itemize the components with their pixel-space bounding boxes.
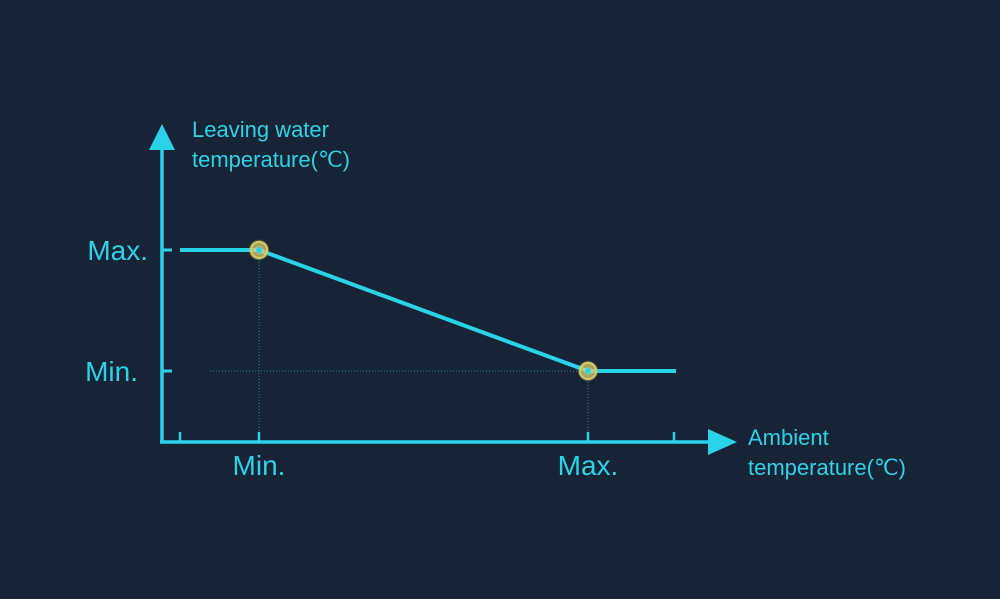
series-line [180,248,676,373]
data-point-min-max [248,239,270,261]
x-axis-title-line1: Ambient [748,425,829,450]
x-axis-title-line2: temperature(℃) [748,455,906,480]
y-tick-label-min: Min. [85,356,138,387]
x-axis-arrow-icon [708,429,737,455]
y-axis-title-line2: temperature(℃) [192,147,350,172]
x-tick-label-max: Max. [558,450,619,481]
data-point-max-min [577,360,599,382]
y-axis-arrow-icon [149,124,175,150]
x-tick-label-min: Min. [233,450,286,481]
y-axis-title-line1: Leaving water [192,117,329,142]
y-tick-label-max: Max. [87,235,148,266]
